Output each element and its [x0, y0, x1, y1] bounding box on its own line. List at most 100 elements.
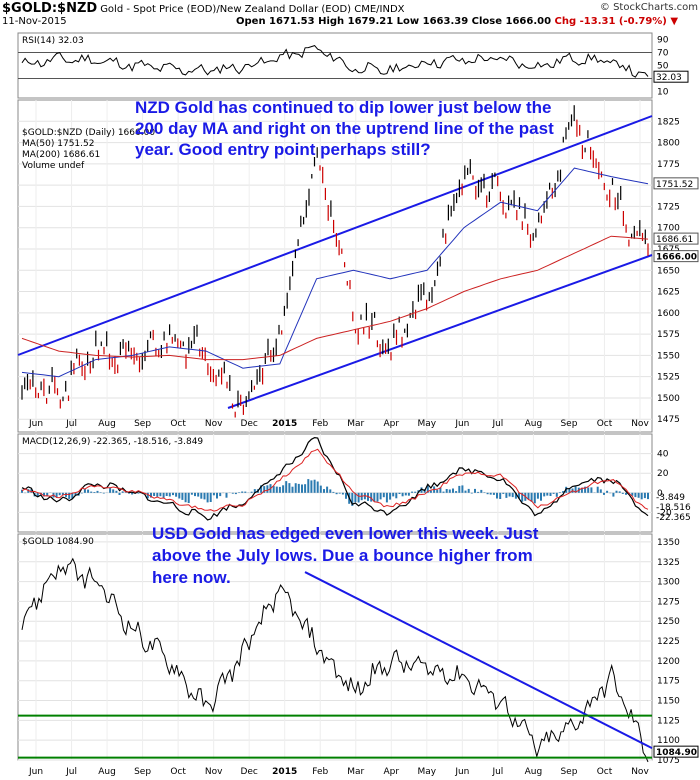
nzd-annotation-line: year. Good entry point perhaps still? [135, 140, 431, 159]
rsi-panel [17, 32, 653, 99]
legend-ma200: MA(200) 1686.61 [22, 150, 100, 160]
usd-x-tick: Aug [98, 767, 116, 777]
usd-last-box [653, 745, 699, 758]
usd-tick-label: 1250 [657, 617, 680, 627]
nzd-x-tick: Sep [134, 419, 151, 429]
macd-last-label: -22.365 [656, 513, 691, 523]
ohlc-values: Open 1671.53 High 1679.21 Low 1663.39 Cl… [236, 16, 552, 27]
usd-x-tick: Sep [560, 767, 577, 777]
usd-gold-panel [17, 533, 653, 761]
usd-tick-label: 1150 [657, 697, 680, 707]
usd-x-tick: 2015 [272, 767, 297, 777]
nzd-x-tick: Jun [28, 419, 43, 429]
macd-panel [17, 433, 653, 533]
ohlc-readout: Open 1671.53 High 1679.21 Low 1663.39 Cl… [236, 16, 678, 27]
usd-annotation-line: here now. [152, 568, 231, 587]
usd-tick-label: 1100 [657, 736, 680, 746]
rsi-last-value: 32.03 [656, 73, 682, 83]
nzd-x-tick: May [418, 419, 437, 429]
usd-x-tick: Nov [205, 767, 223, 777]
macd-signal-line [21, 448, 649, 512]
nzd-x-tick: Oct [170, 419, 186, 429]
nzd-tick-label: 1575 [657, 330, 680, 340]
nzd-x-tick: Mar [347, 419, 364, 429]
stockcharts-logo: © StockCharts.com [599, 2, 698, 13]
usd-tick-label: 1125 [657, 716, 680, 726]
lower-trendline [227, 254, 653, 409]
nzd-x-tick: Nov [205, 419, 223, 429]
nzd-last-label: 1686.61 [656, 235, 693, 245]
usd-tick-label: 1200 [657, 657, 680, 667]
nzd-x-tick: 2015 [272, 419, 297, 429]
usd-annotation-line: USD Gold has edged even lower this week.… [152, 524, 539, 543]
nzd-tick-label: 1700 [657, 224, 680, 234]
rsi-tick-label: 50 [657, 62, 669, 72]
usd-x-tick: May [418, 767, 437, 777]
macd-last-label: -3.849 [656, 493, 685, 503]
macd-title: MACD(12,26,9) -22.365, -18.516, -3.849 [22, 437, 203, 447]
usd-annotation: USD Gold has edged even lower this week.… [152, 524, 539, 587]
usd-x-tick: Oct [597, 767, 613, 777]
rsi-line [21, 45, 649, 78]
usd-x-tick: Jul [491, 767, 503, 777]
symbol-ticker: $GOLD:$NZD [2, 1, 98, 16]
nzd-x-tick: Aug [525, 419, 543, 429]
chart-date: 11-Nov-2015 [2, 16, 67, 27]
nzd-tick-label: 1500 [657, 394, 680, 404]
nzd-last-label-box [653, 177, 699, 190]
ma200-line [21, 235, 649, 361]
nzd-last-label: 1666.00 [656, 253, 697, 263]
nzd-last-label-box [653, 250, 699, 263]
usd-tick-label: 1325 [657, 558, 680, 568]
usd-x-tick: Sep [134, 767, 151, 777]
usd-tick-label: 1275 [657, 597, 680, 607]
macd-last-label: -18.516 [656, 503, 691, 513]
usd-title: $GOLD 1084.90 [22, 537, 94, 547]
nzd-tick-label: 1675 [657, 245, 680, 255]
usd-x-tick: Jul [65, 767, 77, 777]
usd-x-tick: Mar [347, 767, 364, 777]
nzd-x-tick: Apr [384, 419, 400, 429]
chart-header: $GOLD:$NZD Gold - Spot Price (EOD)/New Ze… [0, 0, 700, 30]
usd-tick-label: 1075 [657, 756, 680, 766]
nzd-annotation-line: 200 day MA and right on the uptrend line… [135, 119, 554, 138]
legend-volume: Volume undef [22, 161, 85, 171]
usd-tick-label: 1300 [657, 578, 680, 588]
nzd-tick-label: 1650 [657, 266, 680, 276]
nzd-annotation: NZD Gold has continued to dip lower just… [135, 98, 554, 159]
nzd-x-tick: Jul [491, 419, 503, 429]
nzd-tick-label: 1825 [657, 117, 680, 127]
usd-x-tick: Dec [240, 767, 257, 777]
usd-tick-label: 1175 [657, 677, 680, 687]
nzd-tick-label: 1550 [657, 351, 680, 361]
nzd-x-tick: Feb [312, 419, 328, 429]
nzd-last-label: 1751.52 [656, 180, 693, 190]
usd-price-line [21, 557, 649, 763]
usd-x-tick: Apr [384, 767, 400, 777]
rsi-tick-label: 10 [657, 88, 669, 98]
usd-x-tick: Nov [631, 767, 649, 777]
usd-x-tick: Jun [28, 767, 43, 777]
symbol-title: $GOLD:$NZD Gold - Spot Price (EOD)/New Ze… [2, 1, 405, 16]
rsi-tick-label: 90 [657, 36, 669, 46]
nzd-x-tick: Oct [597, 419, 613, 429]
nzd-tick-label: 1800 [657, 139, 680, 149]
nzd-tick-label: 1625 [657, 288, 680, 298]
nzd-x-tick: Dec [240, 419, 257, 429]
rsi-title: RSI(14) 32.03 [22, 36, 84, 46]
macd-tick-label: 40 [657, 450, 669, 460]
macd-tick-label: -20 [657, 508, 672, 518]
macd-tick-label: 0 [657, 489, 663, 499]
downtrend-line [304, 571, 653, 749]
legend-ma50: MA(50) 1751.52 [22, 139, 94, 149]
usd-annotation-line: above the July lows. Due a bounce higher… [152, 546, 533, 565]
macd-tick-label: 20 [657, 469, 669, 479]
upper-trendline [17, 115, 653, 356]
nzd-tick-label: 1475 [657, 415, 680, 425]
usd-x-tick: Jun [454, 767, 469, 777]
usd-tick-label: 1225 [657, 637, 680, 647]
change-value: Chg -13.31 (-0.79%) ▼ [554, 16, 679, 27]
usd-x-tick: Oct [170, 767, 186, 777]
nzd-tick-label: 1525 [657, 373, 680, 383]
